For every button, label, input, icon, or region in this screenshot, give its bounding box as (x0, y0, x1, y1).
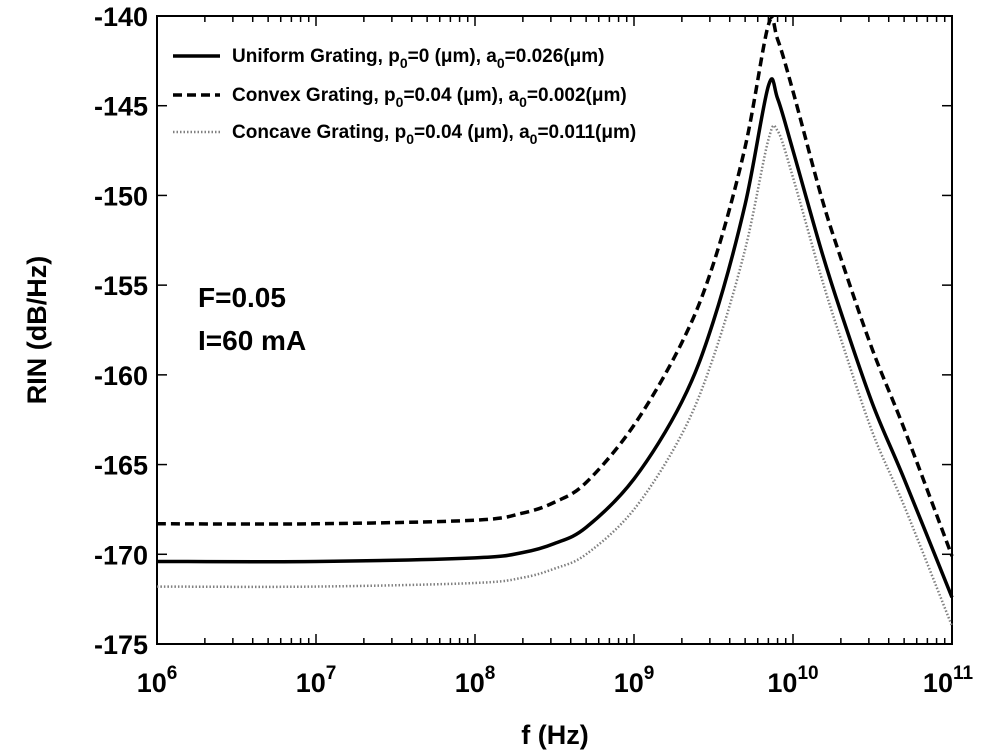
y-tick-label: -145 (94, 92, 148, 122)
x-tick-exponent: 7 (326, 663, 337, 684)
legend: Uniform Grating, p0=0 (μm), a0=0.026(μm)… (173, 46, 636, 147)
x-tick-base: 10 (137, 668, 167, 698)
y-tick-label: -150 (94, 181, 148, 211)
series-layer (156, 16, 954, 627)
x-tick-label: 107 (296, 663, 337, 698)
ticks-layer (156, 15, 953, 645)
y-tick-label: -160 (94, 361, 148, 391)
x-tick-exponent: 11 (953, 663, 974, 684)
x-tick-base: 10 (923, 668, 953, 698)
x-tick-base: 10 (296, 668, 326, 698)
x-tick-exponent: 8 (485, 663, 496, 684)
annotation-current: I=60 mA (198, 325, 306, 356)
x-tick-exponent: 10 (797, 663, 818, 684)
x-tick-label: 108 (455, 663, 496, 698)
y-tick-label: -175 (94, 630, 148, 660)
y-tick-label: -140 (94, 2, 148, 32)
y-tick-label: -170 (94, 540, 148, 570)
x-tick-labels: 106 107 108 109 1010 1011 (137, 663, 974, 698)
x-tick-label: 1011 (923, 663, 974, 698)
x-tick-exponent: 6 (167, 663, 178, 684)
y-tick-labels: -140 -145 -150 -155 -160 -165 -170 -175 (94, 2, 148, 660)
series-line-dashed (156, 16, 954, 557)
series-line-solid (156, 77, 954, 599)
y-tick-label: -155 (94, 271, 148, 301)
x-tick-label: 109 (614, 663, 655, 698)
series-line-dotted (156, 124, 954, 627)
annotation-f: F=0.05 (198, 282, 286, 313)
x-axis-title: f (Hz) (521, 720, 588, 750)
y-axis-title: RIN (dB/Hz) (22, 256, 52, 404)
x-tick-label: 1010 (767, 663, 818, 698)
x-tick-base: 10 (614, 668, 644, 698)
x-tick-base: 10 (455, 668, 485, 698)
legend-entry-label: Uniform Grating, p0=0 (μm), a0=0.026(μm) (232, 46, 605, 71)
legend-entry-label: Convex Grating, p0=0.04 (μm), a0=0.002(μ… (232, 85, 627, 110)
legend-entry-label: Concave Grating, p0=0.04 (μm), a0=0.011(… (232, 122, 636, 147)
x-tick-exponent: 9 (644, 663, 655, 684)
plot-frame (156, 15, 953, 645)
x-tick-label: 106 (137, 663, 178, 698)
x-tick-base: 10 (767, 668, 797, 698)
y-tick-label: -165 (94, 451, 148, 481)
